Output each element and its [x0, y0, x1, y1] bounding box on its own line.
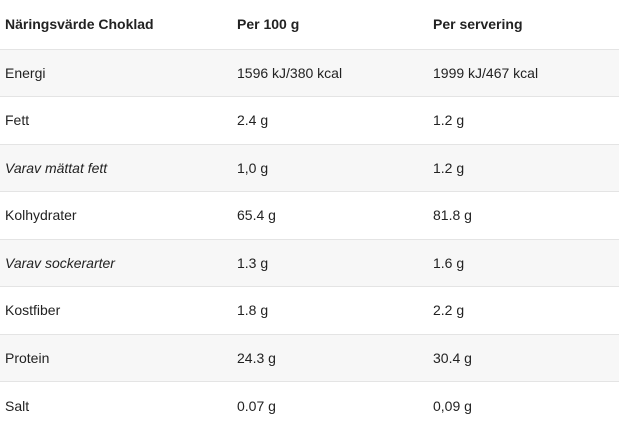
cell-per-100g: 1.8 g — [232, 287, 428, 335]
cell-per-serving: 1999 kJ/467 kcal — [428, 49, 619, 97]
cell-per-100g: 2.4 g — [232, 97, 428, 145]
header-per-100g: Per 100 g — [232, 0, 428, 49]
cell-per-serving: 0,09 g — [428, 382, 619, 429]
cell-per-serving: 81.8 g — [428, 192, 619, 240]
header-nutrient: Näringsvärde Choklad — [0, 0, 232, 49]
cell-nutrient: Kostfiber — [0, 287, 232, 335]
cell-nutrient: Varav sockerarter — [0, 239, 232, 287]
cell-nutrient: Energi — [0, 49, 232, 97]
cell-per-serving: 1.6 g — [428, 239, 619, 287]
cell-nutrient: Salt — [0, 382, 232, 429]
cell-per-serving: 2.2 g — [428, 287, 619, 335]
header-per-serving: Per servering — [428, 0, 619, 49]
cell-per-serving: 30.4 g — [428, 334, 619, 382]
cell-per-100g: 65.4 g — [232, 192, 428, 240]
header-row: Näringsvärde Choklad Per 100 g Per serve… — [0, 0, 619, 49]
cell-per-serving: 1.2 g — [428, 144, 619, 192]
table-header: Näringsvärde Choklad Per 100 g Per serve… — [0, 0, 619, 49]
cell-nutrient: Fett — [0, 97, 232, 145]
cell-per-100g: 1596 kJ/380 kcal — [232, 49, 428, 97]
cell-per-100g: 24.3 g — [232, 334, 428, 382]
cell-per-100g: 1,0 g — [232, 144, 428, 192]
cell-per-100g: 0.07 g — [232, 382, 428, 429]
cell-nutrient: Varav mättat fett — [0, 144, 232, 192]
cell-nutrient: Kolhydrater — [0, 192, 232, 240]
cell-per-100g: 1.3 g — [232, 239, 428, 287]
cell-per-serving: 1.2 g — [428, 97, 619, 145]
cell-nutrient: Protein — [0, 334, 232, 382]
